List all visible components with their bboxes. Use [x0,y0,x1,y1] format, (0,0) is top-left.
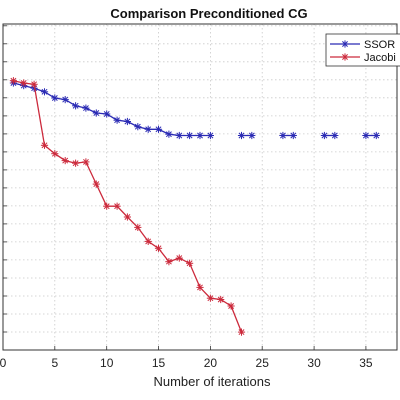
x-tick-label: 5 [51,356,58,370]
data-point-jacobi [186,259,194,267]
data-point-ssor [196,131,204,140]
data-point-ssor [186,131,194,140]
data-point-jacobi [103,202,111,210]
x-tick-label: 0 [0,356,7,370]
data-point-jacobi [237,328,246,336]
series-jacobi [9,77,246,336]
data-point-jacobi [123,213,131,221]
plot-area [3,24,397,350]
x-tick-label: 35 [359,356,373,370]
data-point-jacobi [9,77,17,85]
legend-label-jacobi: Jacobi [364,52,396,64]
x-tick-label: 25 [256,356,270,370]
x-tick-label: 20 [204,356,218,370]
data-point-ssor [237,131,246,140]
data-point-jacobi [40,141,49,149]
chart-title: Comparison Preconditioned CG [110,6,307,21]
legend-marker-jacobi [341,53,349,61]
data-point-ssor [134,123,142,131]
data-point-jacobi [61,157,69,165]
x-axis-label: Number of iterations [153,374,271,389]
data-point-jacobi [30,80,38,88]
data-point-jacobi [175,254,183,262]
data-point-ssor [61,96,69,104]
data-point-ssor [320,131,328,140]
series-ssor [9,79,380,140]
data-point-ssor [40,88,49,96]
data-point-ssor [248,131,256,140]
data-point-jacobi [165,258,173,266]
data-point-ssor [82,104,90,112]
data-point-jacobi [20,79,28,87]
data-point-jacobi [217,295,225,304]
data-point-ssor [103,110,111,118]
x-tick-label: 30 [307,356,321,370]
data-point-jacobi [206,294,214,302]
data-point-ssor [72,102,80,110]
data-point-ssor [144,125,152,133]
data-point-ssor [206,131,214,140]
data-point-ssor [92,109,100,117]
legend-marker-ssor [341,40,349,48]
data-point-ssor [289,131,297,140]
data-point-jacobi [72,159,80,167]
axes-frame [2,23,398,351]
data-point-jacobi [144,237,152,245]
x-tick-label: 15 [152,356,166,370]
data-point-ssor [165,130,173,138]
data-point-jacobi [92,180,100,188]
data-point-ssor [331,131,339,140]
data-point-ssor [113,116,121,124]
x-tick-label: 10 [100,356,114,370]
data-point-ssor [372,131,380,140]
data-point-jacobi [82,158,90,166]
data-point-ssor [123,117,131,126]
data-point-jacobi [196,283,204,291]
data-point-ssor [154,125,163,133]
data-point-jacobi [51,150,59,158]
data-point-jacobi [154,244,163,252]
data-point-ssor [51,94,59,102]
legend-box [325,33,400,67]
data-point-ssor [175,131,183,140]
data-point-jacobi [134,223,142,231]
data-point-jacobi [113,202,121,210]
data-point-ssor [362,131,370,140]
legend-label-ssor: SSOR [364,39,395,51]
data-point-jacobi [227,302,235,310]
data-point-ssor [279,131,287,140]
